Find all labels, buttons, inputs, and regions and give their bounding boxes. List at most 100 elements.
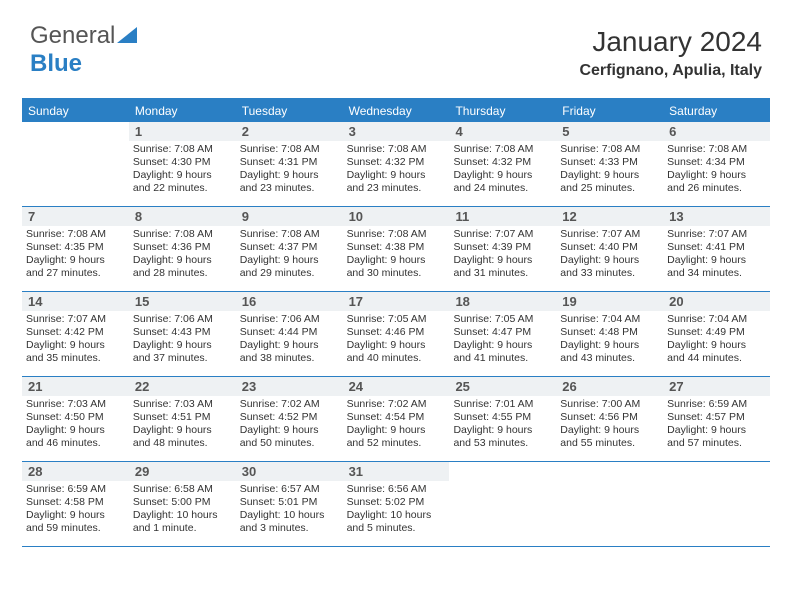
sunrise-value: 7:03 AM [67,398,106,410]
sunset-label: Sunset: [453,156,492,168]
sunrise-value: 7:02 AM [281,398,320,410]
sunset-value: 4:37 PM [278,241,317,253]
sunrise-value: 6:58 AM [174,483,213,495]
sunrise-line: Sunrise: 7:08 AM [133,228,232,241]
sunset-label: Sunset: [453,411,492,423]
day-body: Sunrise: 6:58 AMSunset: 5:00 PMDaylight:… [129,481,236,540]
daylight-line: Daylight: 9 hours and 46 minutes. [26,424,125,450]
sunrise-value: 7:05 AM [495,313,534,325]
sunrise-label: Sunrise: [667,398,708,410]
calendar-day-cell: 22Sunrise: 7:03 AMSunset: 4:51 PMDayligh… [129,377,236,461]
sunrise-value: 7:08 AM [388,143,427,155]
daylight-line: Daylight: 9 hours and 41 minutes. [453,339,552,365]
daylight-label: Daylight: [133,254,177,266]
sunset-line: Sunset: 4:32 PM [453,156,552,169]
daylight-label: Daylight: [133,509,177,521]
sunrise-line: Sunrise: 7:08 AM [133,143,232,156]
sunrise-label: Sunrise: [133,483,174,495]
daylight-line: Daylight: 9 hours and 27 minutes. [26,254,125,280]
daylight-label: Daylight: [560,254,604,266]
sunrise-line: Sunrise: 7:02 AM [240,398,339,411]
calendar-day-cell: 15Sunrise: 7:06 AMSunset: 4:43 PMDayligh… [129,292,236,376]
day-body: Sunrise: 7:05 AMSunset: 4:46 PMDaylight:… [343,311,450,370]
sunset-line: Sunset: 4:56 PM [560,411,659,424]
day-number: 28 [22,462,129,481]
sunset-line: Sunset: 4:47 PM [453,326,552,339]
sunrise-line: Sunrise: 7:08 AM [347,143,446,156]
calendar-day-cell: 26Sunrise: 7:00 AMSunset: 4:56 PMDayligh… [556,377,663,461]
day-number [22,122,129,141]
day-body: Sunrise: 7:01 AMSunset: 4:55 PMDaylight:… [449,396,556,455]
sunset-value: 4:42 PM [65,326,104,338]
calendar-day-cell: 20Sunrise: 7:04 AMSunset: 4:49 PMDayligh… [663,292,770,376]
day-body: Sunrise: 6:59 AMSunset: 4:57 PMDaylight:… [663,396,770,455]
calendar-day-cell: 8Sunrise: 7:08 AMSunset: 4:36 PMDaylight… [129,207,236,291]
sunset-label: Sunset: [240,496,279,508]
logo-triangle-icon [117,27,137,43]
daylight-label: Daylight: [347,254,391,266]
sunset-line: Sunset: 4:40 PM [560,241,659,254]
sunrise-value: 7:00 AM [602,398,641,410]
sunrise-value: 6:56 AM [388,483,427,495]
sunset-label: Sunset: [560,326,599,338]
sunrise-label: Sunrise: [560,398,601,410]
sunrise-label: Sunrise: [453,228,494,240]
sunset-label: Sunset: [26,326,65,338]
sunset-value: 4:44 PM [278,326,317,338]
day-body: Sunrise: 7:03 AMSunset: 4:50 PMDaylight:… [22,396,129,455]
sunrise-label: Sunrise: [240,143,281,155]
sunset-label: Sunset: [26,496,65,508]
day-number: 25 [449,377,556,396]
day-number [663,462,770,481]
daylight-line: Daylight: 10 hours and 1 minute. [133,509,232,535]
daylight-label: Daylight: [560,339,604,351]
daylight-label: Daylight: [240,339,284,351]
sunset-line: Sunset: 4:33 PM [560,156,659,169]
sunset-label: Sunset: [560,241,599,253]
calendar-day-cell: 10Sunrise: 7:08 AMSunset: 4:38 PMDayligh… [343,207,450,291]
sunrise-value: 7:06 AM [281,313,320,325]
calendar-week-row: 1Sunrise: 7:08 AMSunset: 4:30 PMDaylight… [22,122,770,207]
calendar-week-row: 28Sunrise: 6:59 AMSunset: 4:58 PMDayligh… [22,462,770,547]
sunrise-value: 7:06 AM [174,313,213,325]
day-number: 21 [22,377,129,396]
sunrise-value: 7:02 AM [388,398,427,410]
daylight-label: Daylight: [667,424,711,436]
calendar-header-cell: Wednesday [343,100,450,122]
sunrise-line: Sunrise: 7:05 AM [453,313,552,326]
sunrise-label: Sunrise: [240,228,281,240]
daylight-line: Daylight: 10 hours and 3 minutes. [240,509,339,535]
sunset-line: Sunset: 4:46 PM [347,326,446,339]
daylight-line: Daylight: 9 hours and 31 minutes. [453,254,552,280]
sunrise-line: Sunrise: 7:06 AM [133,313,232,326]
calendar-day-cell: 18Sunrise: 7:05 AMSunset: 4:47 PMDayligh… [449,292,556,376]
sunset-value: 4:34 PM [706,156,745,168]
sunset-label: Sunset: [347,496,386,508]
calendar-week-row: 7Sunrise: 7:08 AMSunset: 4:35 PMDaylight… [22,207,770,292]
day-number: 13 [663,207,770,226]
day-number: 3 [343,122,450,141]
sunrise-line: Sunrise: 7:08 AM [240,228,339,241]
daylight-line: Daylight: 9 hours and 59 minutes. [26,509,125,535]
day-number: 15 [129,292,236,311]
day-body: Sunrise: 7:07 AMSunset: 4:39 PMDaylight:… [449,226,556,285]
calendar-day-cell: 11Sunrise: 7:07 AMSunset: 4:39 PMDayligh… [449,207,556,291]
sunset-line: Sunset: 4:39 PM [453,241,552,254]
sunset-label: Sunset: [453,241,492,253]
sunset-line: Sunset: 4:32 PM [347,156,446,169]
calendar-day-cell: 25Sunrise: 7:01 AMSunset: 4:55 PMDayligh… [449,377,556,461]
daylight-label: Daylight: [667,169,711,181]
sunset-value: 4:46 PM [385,326,424,338]
day-number: 19 [556,292,663,311]
day-number: 17 [343,292,450,311]
logo-text-a: General [30,22,115,49]
day-number [449,462,556,481]
calendar-day-cell: 5Sunrise: 7:08 AMSunset: 4:33 PMDaylight… [556,122,663,206]
sunrise-line: Sunrise: 7:04 AM [667,313,766,326]
calendar-day-cell: 3Sunrise: 7:08 AMSunset: 4:32 PMDaylight… [343,122,450,206]
daylight-label: Daylight: [560,424,604,436]
sunset-label: Sunset: [560,411,599,423]
sunset-value: 4:43 PM [171,326,210,338]
sunset-line: Sunset: 5:00 PM [133,496,232,509]
calendar-day-cell [663,462,770,546]
